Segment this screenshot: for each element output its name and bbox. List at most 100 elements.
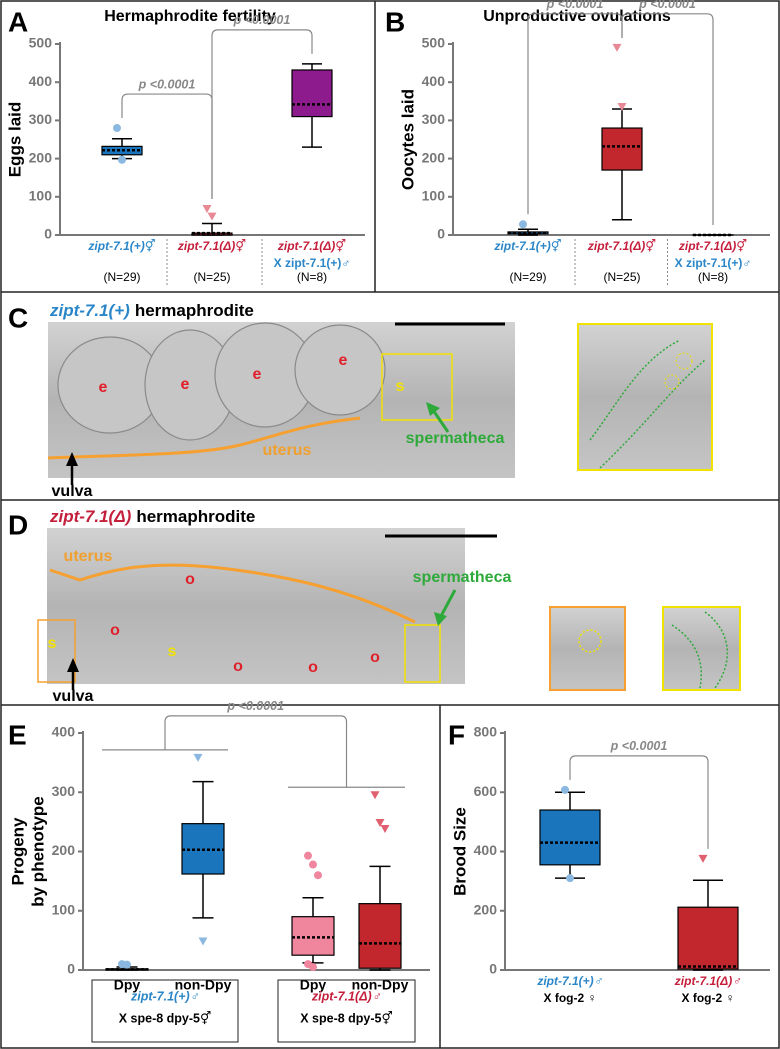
arrow [438,589,457,619]
group-label: X spe-8 dpy-5⚥ [119,1010,212,1025]
label: spermatheca [406,430,505,447]
bracket [164,715,348,788]
x-tick-label: X zipt-7.1(+)♂ [274,256,351,270]
outlier [314,871,322,880]
y-tick-label: 100 [29,188,53,204]
box [601,127,643,171]
bracket [527,13,623,215]
x-tick-label: zipt-7.1(Δ)⚥ [177,239,246,253]
outlier [118,155,126,164]
label: o [110,622,120,639]
micrograph-d: D zipt-7.1(Δ) hermaphrodite uterus sperma… [8,507,741,705]
y-tick-label: 400 [422,73,446,89]
spermatheca-outline [671,611,729,689]
y-tick-label: 0 [489,961,497,977]
title-text: hermaphrodite [135,301,254,320]
y-tick-label: 0 [67,961,75,977]
y-axis-label: Eggs laid [5,102,24,178]
label: uterus [64,548,113,565]
label: uterus [263,442,312,459]
n-label: (N=8) [698,270,728,284]
y-tick-label: 600 [474,783,498,799]
n-label: (N=29) [103,270,140,284]
box [291,69,333,118]
p-value: p <0.0001 [226,699,284,713]
box [358,903,402,969]
panel-letter: D [8,509,28,540]
y-tick-label: 800 [474,724,498,740]
genotype: zipt-7.1(Δ) [49,507,132,526]
y-tick-label: 200 [29,149,53,165]
x-tick-label: zipt-7.1(Δ)♂ [674,974,741,988]
label: e [253,366,262,383]
box [677,906,739,970]
outlier [519,220,527,229]
label: o [308,659,318,676]
y-tick-label: 300 [52,783,76,799]
y-tick-label: 200 [422,149,446,165]
outlier [698,854,708,863]
outlier [566,874,574,883]
x-tick-label: zipt-7.1(+)⚥ [493,239,561,253]
p-value: p <0.0001 [610,739,668,753]
y-tick-label: 200 [474,901,498,917]
label: e [339,352,348,369]
n-label: (N=25) [603,270,640,284]
x-tick-label: non-Dpy [175,977,232,993]
x-tick-label: X fog-2 ♀ [544,991,597,1005]
label: o [185,571,195,588]
outlier [380,824,390,833]
n-label: (N=29) [509,270,546,284]
micrograph-title: zipt-7.1(Δ) hermaphrodite [49,507,255,526]
group-label: zipt-7.1(+)♂ [130,989,199,1003]
sperm-outline [664,374,680,390]
box [539,809,601,866]
y-tick-label: 500 [422,35,446,51]
label: vulva [52,483,93,500]
group-label: X spe-8 dpy-5⚥ [300,1010,393,1025]
outlier [561,785,569,794]
arrow [431,409,450,433]
micrograph-c: C zipt-7.1(+) hermaphrodite e e e e s ute… [8,301,713,500]
group-box [277,979,416,1043]
y-tick-label: 300 [29,111,53,127]
x-tick-label: zipt-7.1(Δ)⚥ [678,239,747,253]
panel-letter: A [8,6,28,37]
chart-title: Hermaphrodite fertility [104,8,276,25]
y-tick-label: 200 [52,842,76,858]
uterus-outline [47,416,361,460]
outlier [193,753,203,762]
arrowhead [66,452,78,466]
panel-letter: F [448,719,465,750]
bracket [569,755,709,849]
outlier [207,212,217,221]
arrowhead [426,402,440,416]
inset-box [404,624,441,683]
label: e [181,376,190,393]
outlier [375,819,385,828]
outlier [113,124,121,133]
x-tick-label: X zipt-7.1(+)♂ [675,256,752,270]
p-value: p <0.0001 [546,0,604,11]
outlier [617,103,627,112]
outlier [309,860,317,869]
group-box [91,979,239,1043]
x-tick-label: zipt-7.1(Δ)⚥ [587,239,656,253]
y-tick-label: 100 [422,188,446,204]
y-tick-label: 100 [52,901,76,917]
genotype: zipt-7.1(+) [49,301,130,320]
label: o [233,658,243,675]
arrowhead [67,658,79,672]
y-tick-label: 0 [437,226,445,242]
embryos [57,322,386,441]
label: e [99,379,108,396]
y-tick-label: 0 [44,226,52,242]
label: s [48,635,57,652]
inset [577,323,713,471]
inset [549,606,626,691]
y-axis-label: by phenotype [28,796,47,907]
chart-title: Unproductive ovulations [483,8,671,25]
y-axis-label: Progeny [8,817,27,886]
label: vulva [53,688,94,705]
